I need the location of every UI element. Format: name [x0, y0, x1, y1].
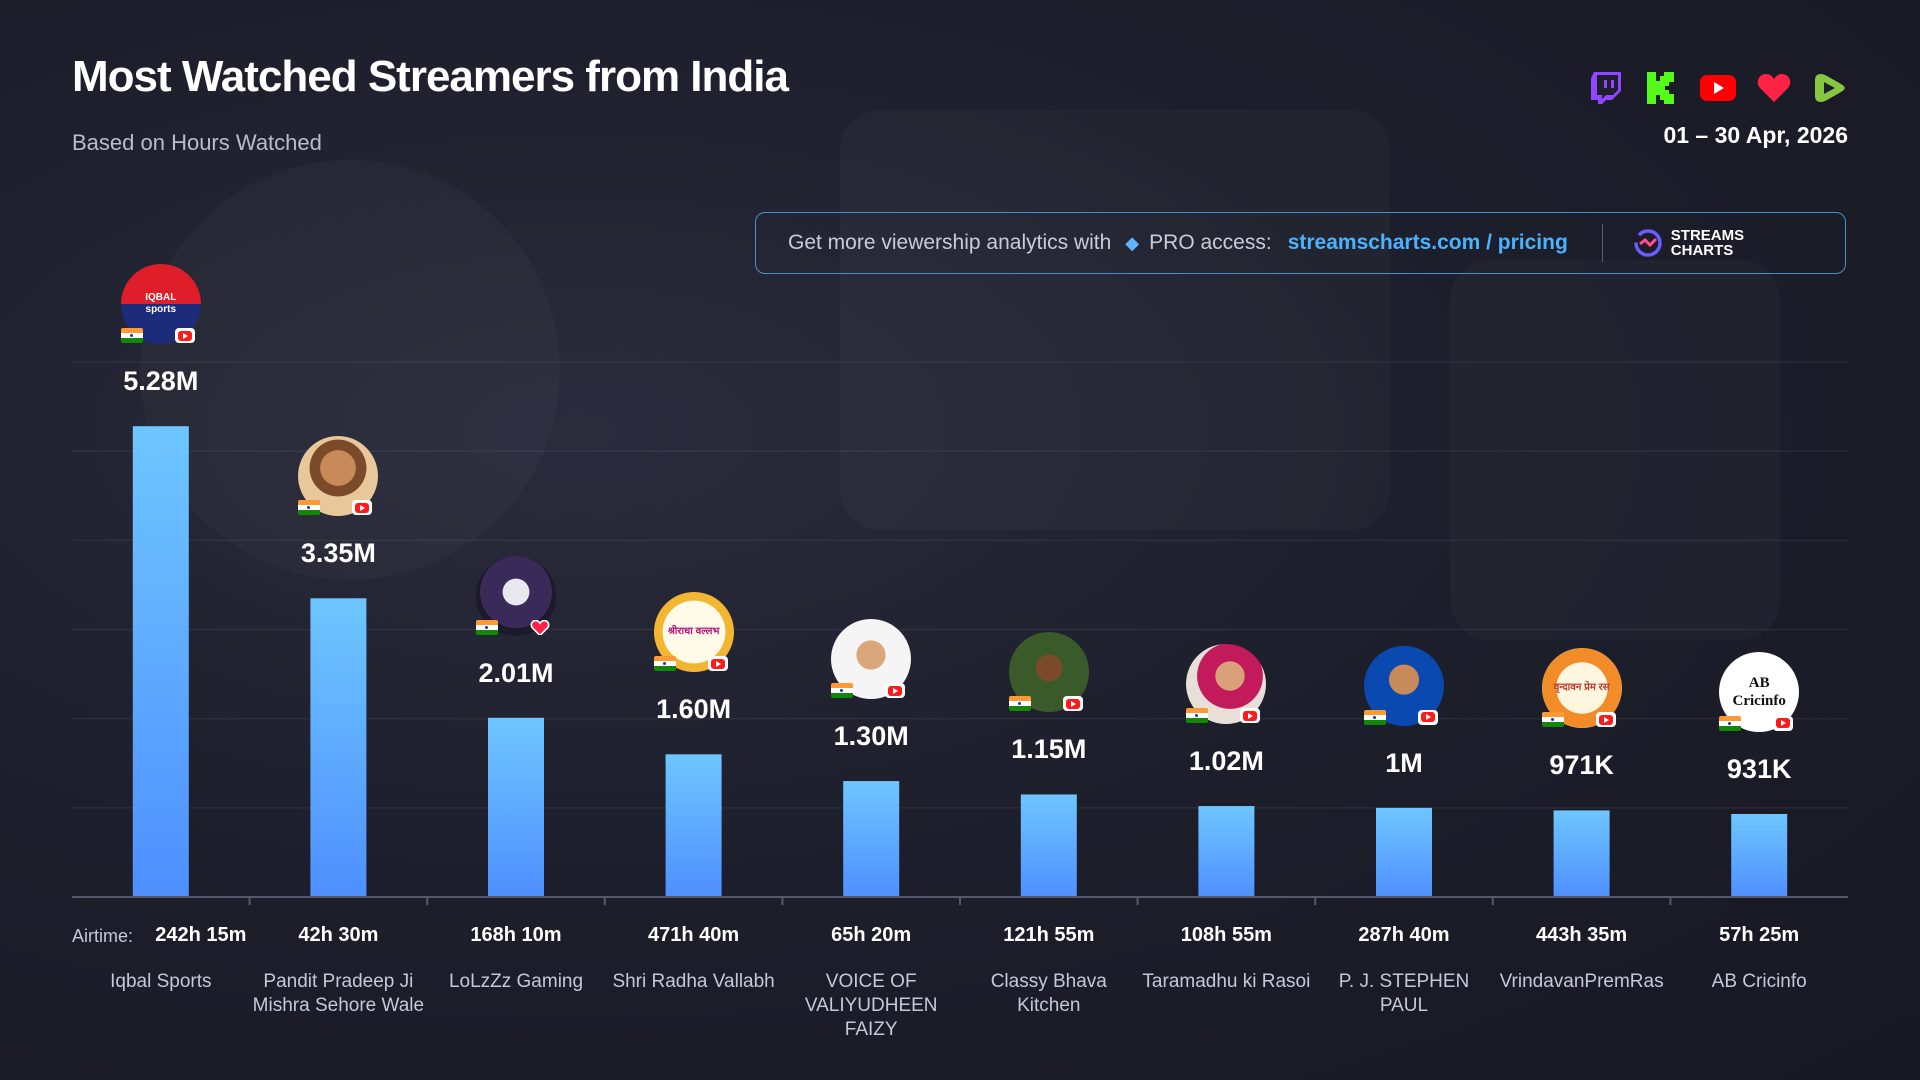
india-flag-icon — [298, 500, 321, 516]
youtube-platform-icon — [174, 328, 195, 344]
chart-subtitle: Based on Hours Watched — [72, 130, 322, 155]
airtime-value: 242h 15m — [155, 924, 247, 946]
youtube-platform-icon — [885, 683, 906, 699]
platform-icons — [1588, 70, 1848, 106]
pricing-link[interactable]: streamscharts.com / pricing — [1287, 231, 1568, 254]
youtube-platform-icon — [1418, 709, 1438, 725]
india-flag-icon — [1186, 708, 1209, 724]
streamer-name[interactable]: VrindavanPremRas — [1499, 971, 1664, 992]
value-label: 5.28M — [123, 366, 199, 397]
airtime-value: 42h 30m — [298, 924, 379, 946]
value-label: 931K — [1726, 753, 1792, 784]
airtime-value: 121h 55m — [1003, 924, 1095, 946]
heart-platform-icon — [530, 619, 552, 635]
streamer-name[interactable]: Classy Bhava Kitchen — [990, 971, 1107, 1016]
youtube-platform-icon — [1773, 715, 1794, 731]
streamer-name[interactable]: Iqbal Sports — [110, 971, 212, 992]
avatar-text: AB Cricinfo — [1732, 674, 1786, 709]
value-label: 1M — [1385, 747, 1423, 778]
brand-line-1: STREAMS — [1670, 227, 1745, 244]
youtube-platform-icon — [1062, 696, 1083, 712]
value-label: 3.35M — [300, 538, 376, 569]
youtube-platform-icon — [707, 656, 728, 672]
airtime-value: 471h 40m — [648, 924, 740, 946]
twitch-icon — [1588, 70, 1624, 106]
bar — [132, 426, 189, 897]
value-label: 1.02M — [1188, 746, 1264, 777]
streamer-name[interactable]: VOICE OF VALIYUDHEEN FAIZY — [804, 971, 938, 1040]
heart-icon — [1756, 70, 1792, 106]
pro-label: PRO access: — [1149, 231, 1272, 254]
value-label: 2.01M — [478, 657, 554, 688]
india-flag-icon — [1364, 709, 1386, 725]
x-axis-ticks — [248, 897, 1672, 905]
bar — [1198, 806, 1255, 897]
value-label: 1.60M — [656, 694, 732, 725]
bars — [132, 426, 1788, 897]
airtime-value: 57h 25m — [1719, 924, 1800, 946]
airtime-value: 168h 10m — [470, 924, 562, 946]
value-label: 1.15M — [1011, 734, 1087, 765]
youtube-platform-icon — [1595, 712, 1616, 728]
gridlines — [72, 361, 1848, 809]
diamond-icon: ◆ — [1125, 232, 1140, 253]
streamer-name[interactable]: Pandit Pradeep Ji Mishra Sehore Wale — [252, 971, 425, 1016]
avatar-text: वृन्दावन प्रेम रस — [1553, 682, 1610, 694]
airtime-prefix: Airtime: — [72, 926, 134, 946]
airtime-value: 287h 40m — [1358, 924, 1450, 946]
bar — [488, 717, 544, 897]
streamer-name[interactable]: Taramadhu ki Rasoi — [1142, 971, 1311, 992]
india-flag-icon — [120, 328, 143, 344]
airtime-value: 108h 55m — [1180, 924, 1272, 946]
india-flag-icon — [831, 683, 854, 699]
streamer-name[interactable]: Shri Radha Vallabh — [612, 971, 775, 992]
youtube-icon — [1700, 70, 1736, 106]
avatar-text: श्रीराधा वल्लभ — [667, 626, 720, 638]
bar — [1020, 794, 1077, 897]
brand-line-2: CHARTS — [1670, 242, 1734, 259]
youtube-platform-icon — [352, 500, 373, 516]
bar — [1376, 807, 1432, 897]
chart-title: Most Watched Streamers from India — [72, 52, 789, 101]
avatar-text: IQBAL sports — [145, 292, 177, 316]
bar — [1553, 810, 1610, 897]
youtube-platform-icon — [1240, 708, 1261, 724]
streamer-name[interactable]: LoLzZz Gaming — [448, 971, 584, 992]
airtime-value: 65h 20m — [831, 924, 912, 946]
airtime-value: 443h 35m — [1536, 924, 1628, 946]
india-flag-icon — [1008, 696, 1031, 712]
india-flag-icon — [653, 656, 676, 672]
bar — [843, 781, 900, 897]
value-label: 1.30M — [833, 721, 909, 752]
promo-divider — [1601, 224, 1603, 262]
streamer-name[interactable]: P. J. STEPHEN PAUL — [1338, 971, 1470, 1016]
india-flag-icon — [1719, 715, 1742, 731]
streams-charts-logo: STREAMS CHARTS — [1633, 228, 1744, 258]
bar — [665, 754, 722, 897]
streams-charts-logo-icon — [1634, 229, 1662, 257]
date-range: 01 – 30 Apr, 2026 — [1663, 122, 1848, 148]
value-label: 971K — [1549, 750, 1614, 781]
kick-icon — [1644, 70, 1680, 106]
promo-banner[interactable]: Get more viewership analytics with ◆ PRO… — [755, 212, 1846, 274]
bar — [1731, 813, 1788, 897]
india-flag-icon — [1541, 712, 1564, 728]
rumble-icon — [1812, 70, 1848, 106]
promo-text: Get more viewership analytics with — [788, 231, 1112, 254]
india-flag-icon — [476, 619, 498, 635]
streamer-name[interactable]: AB Cricinfo — [1711, 971, 1807, 992]
bar — [310, 598, 367, 897]
